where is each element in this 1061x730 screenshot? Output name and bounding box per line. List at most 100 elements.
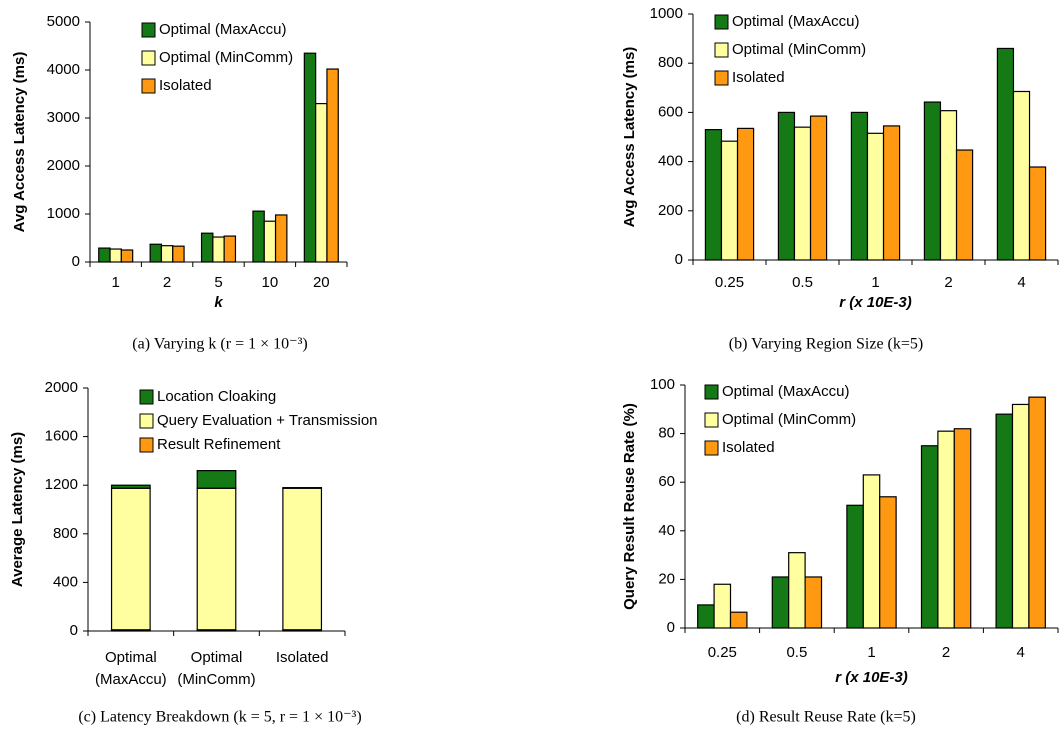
- legend-label: Optimal (MinComm): [722, 411, 856, 428]
- bar: [172, 245, 185, 263]
- x-tick-label: Optimal: [105, 649, 157, 666]
- bar: [200, 232, 214, 263]
- bar-segment: [282, 487, 323, 489]
- y-tick-label: 200: [658, 202, 683, 219]
- legend-swatch: [714, 70, 729, 86]
- x-tick-label: Isolated: [276, 649, 329, 666]
- caption: (c) Latency Breakdown (k = 5, r = 1 × 10…: [78, 709, 361, 726]
- y-tick-label: 100: [650, 376, 675, 393]
- x-tick-label: 2: [163, 274, 171, 291]
- x-tick-label: 0.5: [792, 274, 813, 291]
- bar: [109, 248, 122, 263]
- bar: [697, 604, 715, 629]
- y-tick-label: 1000: [47, 205, 80, 222]
- bar: [736, 127, 755, 261]
- bar: [923, 101, 942, 261]
- bar: [729, 611, 748, 629]
- bar: [120, 249, 134, 263]
- legend-label: Isolated: [722, 439, 775, 456]
- legend-swatch: [704, 440, 719, 456]
- y-axis-title: Average Latency (ms): [9, 432, 26, 587]
- legend-label: Result Refinement: [157, 436, 281, 453]
- bar: [326, 68, 339, 263]
- bar-segment: [196, 487, 237, 631]
- bar: [252, 210, 265, 263]
- y-tick-label: 600: [658, 103, 683, 120]
- bar: [771, 576, 790, 629]
- legend-swatch: [714, 42, 729, 58]
- bar: [274, 214, 288, 263]
- y-tick-label: 1000: [650, 5, 683, 22]
- y-tick-label: 400: [53, 573, 78, 590]
- bar: [777, 111, 796, 261]
- legend-swatch: [139, 389, 154, 405]
- bar: [850, 111, 869, 261]
- bar: [720, 140, 739, 261]
- x-axis-title: r (x 10E-3): [839, 294, 912, 311]
- y-tick-label: 800: [53, 525, 78, 542]
- bar-segment: [196, 470, 237, 489]
- legend-swatch: [139, 413, 154, 429]
- bar: [804, 576, 823, 629]
- x-axis-title: k: [214, 294, 223, 311]
- y-tick-label: 0: [675, 251, 683, 268]
- x-tick-label: 2: [942, 644, 950, 661]
- y-tick-label: 1200: [45, 476, 78, 493]
- x-tick-label: 4: [1017, 644, 1025, 661]
- legend-label: Optimal (MaxAccu): [732, 13, 860, 30]
- legend-swatch: [141, 22, 156, 38]
- bar: [879, 496, 897, 629]
- legend-label: Optimal (MinComm): [732, 41, 866, 58]
- legend-label: Optimal (MaxAccu): [159, 21, 287, 38]
- y-tick-label: 60: [658, 473, 675, 490]
- bar-segment: [110, 484, 151, 489]
- bar: [937, 430, 955, 629]
- y-tick-label: 0: [72, 253, 80, 270]
- bar: [788, 552, 806, 629]
- bar: [704, 129, 723, 261]
- legend-label: Query Evaluation + Transmission: [157, 412, 378, 429]
- x-tick-label: 1: [871, 274, 879, 291]
- bar: [98, 247, 111, 263]
- bar: [953, 428, 972, 629]
- bar: [303, 52, 317, 263]
- x-tick-label: 1: [867, 644, 875, 661]
- bar: [212, 236, 225, 263]
- legend-label: Isolated: [732, 69, 785, 86]
- x-tick-label: 4: [1017, 274, 1025, 291]
- legend-label: Optimal (MaxAccu): [722, 383, 850, 400]
- caption: (b) Varying Region Size (k=5): [729, 336, 923, 353]
- x-tick-label: 1: [112, 274, 120, 291]
- y-tick-label: 2000: [47, 157, 80, 174]
- x-tick-label: 0.25: [715, 274, 744, 291]
- y-tick-label: 40: [658, 522, 675, 539]
- y-tick-label: 20: [658, 570, 675, 587]
- bar: [263, 220, 277, 263]
- bar: [223, 235, 237, 263]
- legend-label: Isolated: [159, 77, 212, 94]
- bar: [1011, 403, 1030, 629]
- x-tick-label: 2: [944, 274, 952, 291]
- x-tick-label: 0.25: [708, 644, 737, 661]
- legend-swatch: [714, 14, 729, 30]
- bar: [315, 102, 328, 263]
- y-axis-title: Avg Access Latency (ms): [11, 52, 28, 233]
- x-tick-label: 5: [214, 274, 222, 291]
- y-tick-label: 800: [658, 54, 683, 71]
- x-tick-label: (MaxAccu): [95, 671, 167, 688]
- x-tick-label: 0.5: [786, 644, 807, 661]
- y-tick-label: 1600: [45, 428, 78, 445]
- bar: [149, 243, 163, 263]
- bar: [793, 126, 812, 261]
- bar-segment: [110, 487, 151, 631]
- x-tick-label: 10: [262, 274, 279, 291]
- bar: [939, 110, 958, 261]
- bar: [809, 115, 828, 261]
- bar: [882, 125, 901, 261]
- bar: [1028, 166, 1047, 261]
- bar: [846, 504, 864, 629]
- bar: [955, 149, 974, 261]
- y-tick-label: 3000: [47, 109, 80, 126]
- bar-segment: [282, 487, 323, 631]
- y-tick-label: 5000: [47, 13, 80, 30]
